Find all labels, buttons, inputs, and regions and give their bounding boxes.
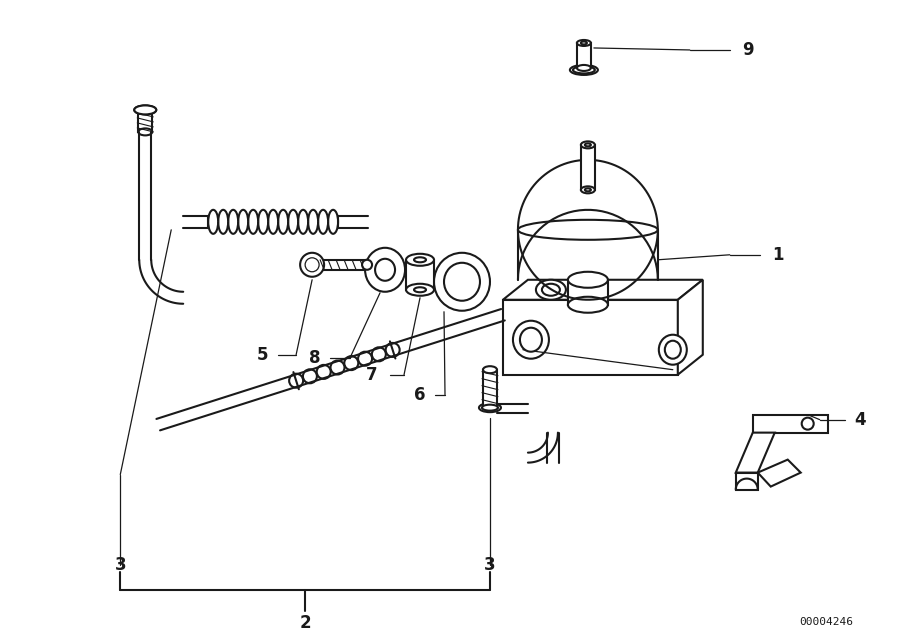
Ellipse shape <box>362 260 372 270</box>
Bar <box>483 370 497 408</box>
Text: 9: 9 <box>742 41 753 59</box>
Ellipse shape <box>345 356 358 370</box>
Ellipse shape <box>585 189 591 191</box>
Ellipse shape <box>386 343 400 357</box>
Polygon shape <box>736 432 775 472</box>
Ellipse shape <box>406 284 434 296</box>
Ellipse shape <box>139 128 152 135</box>
Circle shape <box>300 253 324 277</box>
Ellipse shape <box>513 321 549 359</box>
Bar <box>139 110 152 132</box>
Ellipse shape <box>580 142 595 149</box>
Ellipse shape <box>134 105 157 114</box>
Ellipse shape <box>536 280 566 300</box>
Bar <box>580 145 595 190</box>
Ellipse shape <box>479 403 501 412</box>
Ellipse shape <box>444 263 480 301</box>
Text: 00004246: 00004246 <box>800 617 854 627</box>
Circle shape <box>305 258 320 272</box>
Ellipse shape <box>542 284 560 296</box>
Ellipse shape <box>434 253 490 311</box>
Polygon shape <box>736 472 758 490</box>
Ellipse shape <box>665 341 680 359</box>
Polygon shape <box>503 280 703 300</box>
Text: 6: 6 <box>414 385 426 404</box>
Ellipse shape <box>358 352 372 366</box>
Bar <box>577 43 591 70</box>
Bar <box>568 280 608 305</box>
Ellipse shape <box>573 67 595 74</box>
Ellipse shape <box>372 347 386 361</box>
Text: 1: 1 <box>772 246 784 264</box>
Ellipse shape <box>585 144 591 147</box>
Text: 8: 8 <box>310 349 321 366</box>
Text: 5: 5 <box>256 345 268 364</box>
Ellipse shape <box>518 220 658 240</box>
Polygon shape <box>758 460 801 486</box>
Text: 3: 3 <box>114 556 126 573</box>
Ellipse shape <box>134 105 157 114</box>
Bar <box>406 260 434 290</box>
Ellipse shape <box>483 366 497 373</box>
Ellipse shape <box>520 328 542 352</box>
Ellipse shape <box>577 40 591 46</box>
Ellipse shape <box>317 365 330 379</box>
Ellipse shape <box>289 373 303 388</box>
Text: 4: 4 <box>854 411 866 429</box>
Text: 3: 3 <box>484 556 496 573</box>
Ellipse shape <box>303 370 317 384</box>
Circle shape <box>802 418 814 430</box>
Polygon shape <box>678 280 703 375</box>
Ellipse shape <box>580 186 595 193</box>
Ellipse shape <box>570 65 598 75</box>
Ellipse shape <box>414 257 426 262</box>
Ellipse shape <box>482 404 498 411</box>
Polygon shape <box>503 300 678 375</box>
Ellipse shape <box>365 248 405 291</box>
Ellipse shape <box>568 297 608 313</box>
Ellipse shape <box>414 287 426 292</box>
Ellipse shape <box>406 254 434 266</box>
Ellipse shape <box>330 361 345 375</box>
Ellipse shape <box>568 272 608 288</box>
Polygon shape <box>752 415 828 432</box>
Ellipse shape <box>577 65 591 71</box>
Text: 2: 2 <box>300 615 310 632</box>
Bar <box>312 260 367 270</box>
Text: 7: 7 <box>366 366 378 384</box>
Ellipse shape <box>659 335 687 364</box>
Ellipse shape <box>580 41 587 44</box>
Ellipse shape <box>375 259 395 281</box>
